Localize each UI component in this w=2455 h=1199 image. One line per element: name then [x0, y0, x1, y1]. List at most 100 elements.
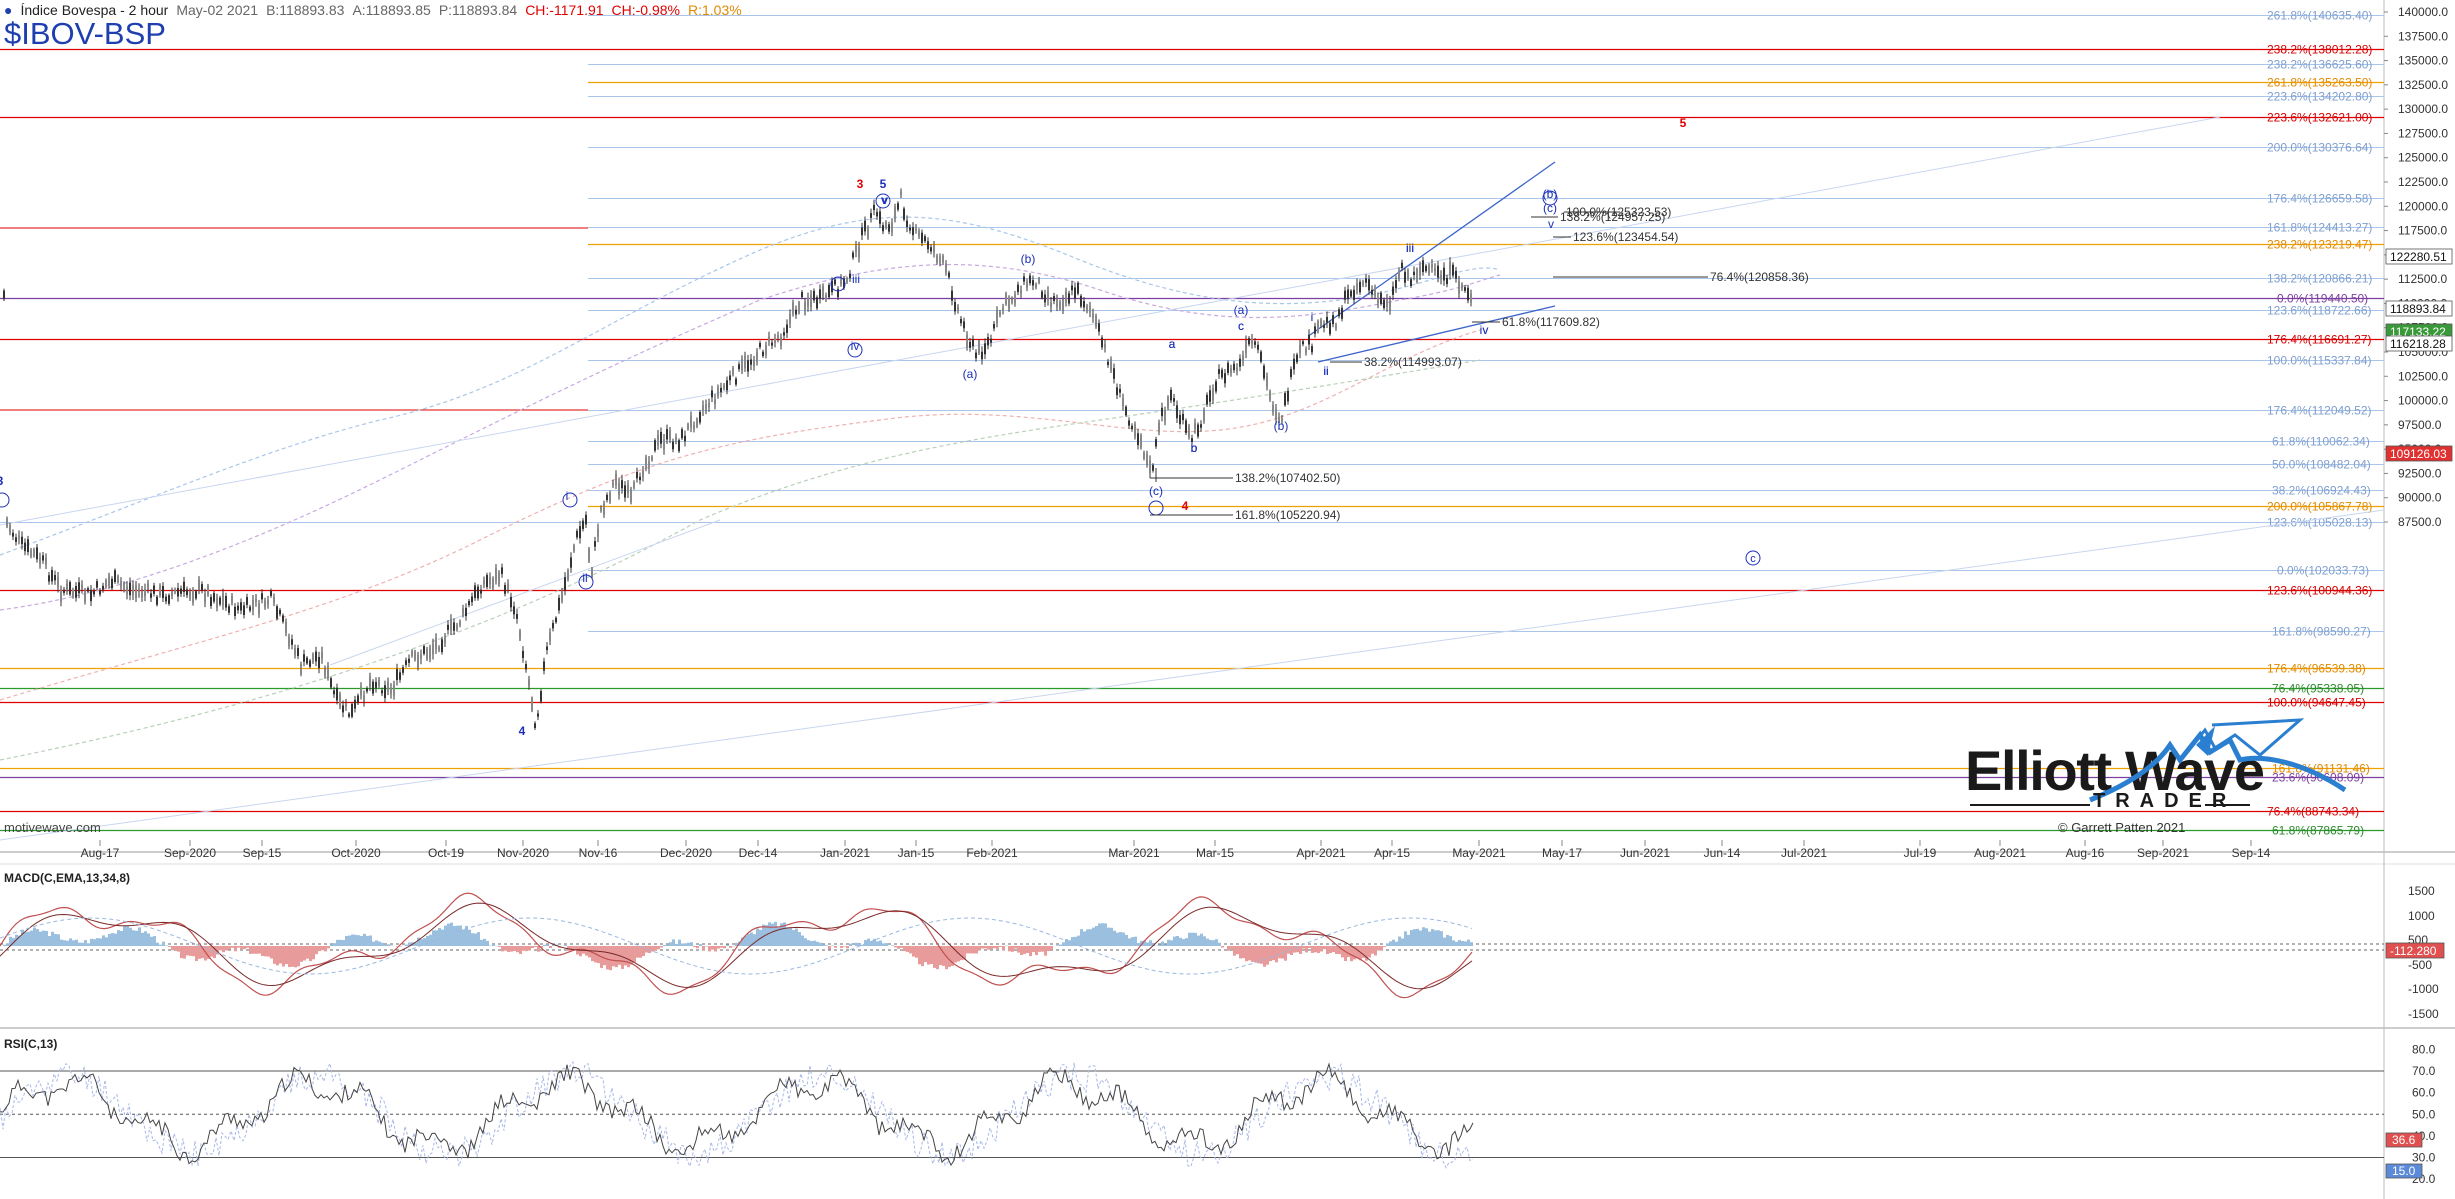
candle-body	[849, 273, 851, 279]
candle-body	[1074, 287, 1076, 299]
macd-bar	[1260, 946, 1263, 964]
candle-body	[1059, 301, 1061, 309]
wave-label: 3	[0, 474, 4, 488]
candle-body	[249, 606, 251, 611]
candle-body	[912, 227, 914, 236]
price-axis[interactable]: 140000.0 137500.0 135000.0 132500.0 130000.0…	[2384, 5, 2453, 529]
macd-bar	[1470, 942, 1473, 946]
macd-bar	[540, 946, 543, 948]
candle-body	[1221, 369, 1223, 378]
candle-body	[303, 654, 305, 662]
price-candles[interactable]	[3, 188, 1472, 731]
wave-label: 3	[857, 177, 864, 191]
candle-body	[387, 681, 389, 692]
macd-bar	[858, 942, 861, 946]
macd-bar	[1404, 931, 1407, 946]
candle-body	[3, 290, 5, 300]
candle-body	[807, 297, 809, 307]
macd-bar	[1392, 939, 1395, 946]
candle-body	[1272, 404, 1274, 412]
macd-bar	[486, 940, 489, 946]
macd-bar	[1428, 931, 1431, 946]
time-axis-label: May-2021	[1452, 846, 1506, 860]
macd-bar	[789, 927, 792, 946]
macd-panel[interactable]: MACD(C,EMA,13,34,8)15001000500-500-1000-…	[0, 871, 2445, 1021]
candle-body	[1419, 266, 1421, 276]
candle-body	[948, 272, 950, 278]
candle-body	[474, 585, 476, 598]
macd-bar	[150, 936, 153, 946]
macd-bar	[261, 946, 264, 957]
candle-body	[513, 606, 515, 615]
candle-body	[87, 588, 89, 592]
candle-body	[144, 588, 146, 597]
candle-body	[666, 429, 668, 440]
macd-bar	[840, 946, 843, 948]
candle-body	[711, 390, 713, 398]
macd-bar	[102, 935, 105, 946]
macd-bar	[1398, 936, 1401, 946]
candle-body	[675, 437, 677, 441]
macd-bar	[243, 946, 246, 950]
macd-bar	[1407, 934, 1410, 946]
candle-body	[921, 232, 923, 243]
macd-bar	[1062, 942, 1065, 946]
macd-bar	[1056, 945, 1059, 946]
candle-body	[1137, 433, 1139, 446]
macd-bar	[876, 941, 879, 946]
fib-label: 238.2%(136625.60)	[2267, 58, 2372, 72]
macd-bar	[435, 930, 438, 946]
candle-body	[630, 489, 632, 502]
candle-body	[516, 614, 518, 619]
candle-body	[258, 603, 260, 615]
macd-bar	[1275, 946, 1278, 963]
candle-body	[210, 596, 212, 607]
candle-body	[1104, 343, 1106, 348]
candle-body	[930, 247, 932, 252]
macd-bar	[1113, 930, 1116, 946]
time-axis[interactable]: Aug-17 Sep-2020 Sep-15 Oct-2020 Oct-19 Nov-20…	[81, 840, 2271, 860]
macd-bar	[900, 946, 903, 948]
candle-body	[999, 311, 1001, 316]
candle-body	[1404, 271, 1406, 283]
macd-bar	[642, 946, 645, 957]
candle-body	[378, 679, 380, 686]
candle-body	[1095, 315, 1097, 327]
candle-body	[480, 589, 482, 594]
candle-body	[414, 651, 416, 660]
macd-bar	[366, 935, 369, 946]
macd-bar	[1293, 946, 1296, 953]
candle-body	[384, 685, 386, 699]
candle-body	[717, 387, 719, 396]
macd-bar	[765, 925, 768, 946]
candle-body	[450, 618, 452, 631]
candle-body	[1227, 362, 1229, 373]
candle-body	[879, 211, 881, 224]
candle-body	[1233, 363, 1235, 371]
rsi-panel[interactable]: RSI(C,13) 80.070.060.050.040.030.020.036.…	[0, 1037, 2436, 1186]
candle-body	[132, 585, 134, 596]
candle-body	[897, 203, 899, 210]
candle-body	[318, 657, 320, 669]
macd-bar	[90, 938, 93, 946]
candle-body	[519, 630, 521, 640]
candle-body	[21, 536, 23, 545]
trend-lines[interactable]	[0, 116, 2385, 841]
candle-body	[792, 302, 794, 314]
wave-label: b	[1191, 441, 1198, 455]
macd-bar	[783, 922, 786, 946]
candle-body	[621, 480, 623, 489]
candle-body	[24, 542, 26, 552]
macd-bar	[1323, 946, 1326, 950]
candle-body	[342, 705, 344, 713]
candle-body	[129, 582, 131, 596]
candle-body	[1053, 296, 1055, 302]
candle-body	[468, 600, 470, 606]
logo-copyright: © Garrett Patten 2021	[2058, 820, 2185, 835]
target-annotation: 76.4%(120858.36)	[1710, 270, 1809, 284]
macd-bar	[162, 941, 165, 946]
watermark-text: motivewave.com	[4, 820, 101, 835]
candle-body	[1428, 265, 1430, 274]
macd-bar	[279, 946, 282, 964]
